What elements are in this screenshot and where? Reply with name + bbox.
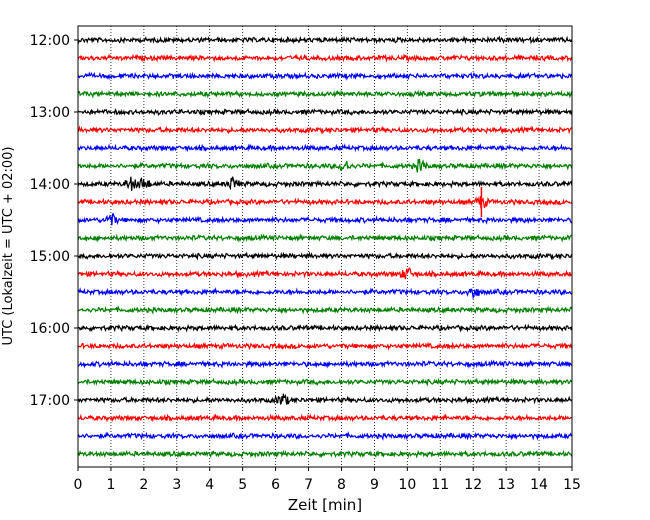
trace-row-1330 [77, 143, 573, 153]
x-tick-label: 0 [74, 477, 83, 493]
x-tick-label: 10 [398, 477, 416, 493]
trace-row-1445 [77, 233, 573, 243]
trace-row-1530 [77, 287, 573, 300]
trace-rows [77, 35, 573, 459]
axes-frame [77, 25, 573, 468]
trace-row-1230 [77, 71, 573, 81]
x-tick-label: 1 [106, 477, 115, 493]
x-axis-label: Zeit [min] [288, 496, 362, 514]
x-tick-label: 7 [304, 477, 313, 493]
x-tick-label: 11 [431, 477, 449, 493]
trace-row-1700 [77, 393, 573, 406]
trace-row-1345 [77, 158, 573, 173]
trace-row-1200 [77, 35, 573, 45]
trace-row-1545 [77, 304, 573, 315]
trace-row-1215 [77, 53, 573, 64]
y-axis-label: UTC (Lokalzeit = UTC + 02:00) [1, 147, 16, 346]
trace-row-1730 [77, 430, 573, 441]
trace-row-1645 [77, 377, 573, 387]
x-tick-label: 12 [464, 477, 482, 493]
trace-row-1600 [77, 323, 573, 333]
trace-row-1415 [77, 195, 573, 209]
x-tick-label: 6 [271, 477, 280, 493]
trace-row-1515 [77, 267, 573, 280]
x-tick-label: 14 [530, 477, 548, 493]
trace-row-1615 [77, 341, 573, 351]
x-tick-label: 15 [563, 477, 581, 493]
y-tick-label: 17:00 [30, 393, 70, 409]
trace-row-1400 [77, 176, 573, 191]
trace-row-1715 [77, 413, 573, 423]
trace-row-1630 [77, 359, 573, 369]
x-tick-label: 13 [497, 477, 515, 493]
x-tick-label: 2 [139, 477, 148, 493]
x-tick-label: 4 [205, 477, 214, 493]
trace-row-1315 [77, 125, 573, 135]
x-axis-ticks: 0 1 2 3 4 5 6 7 8 9 10 11 12 13 14 15 [74, 467, 581, 493]
x-tick-label: 8 [337, 477, 346, 493]
y-tick-label: 14:00 [30, 177, 70, 193]
x-tick-label: 5 [238, 477, 247, 493]
y-tick-label: 16:00 [30, 321, 70, 337]
x-tick-label: 9 [370, 477, 379, 493]
trace-row-1300 [77, 107, 573, 117]
y-tick-label: 12:00 [30, 33, 70, 49]
x-tick-label: 3 [172, 477, 181, 493]
trace-row-1430 [77, 213, 573, 226]
y-axis-ticks: 12:00 13:00 14:00 15:00 16:00 17:00 [30, 33, 78, 409]
trace-row-1745 [77, 449, 573, 459]
y-tick-label: 13:00 [30, 105, 70, 121]
trace-row-1500 [77, 251, 573, 261]
trace-row-1245 [77, 89, 573, 99]
y-tick-label: 15:00 [30, 249, 70, 265]
